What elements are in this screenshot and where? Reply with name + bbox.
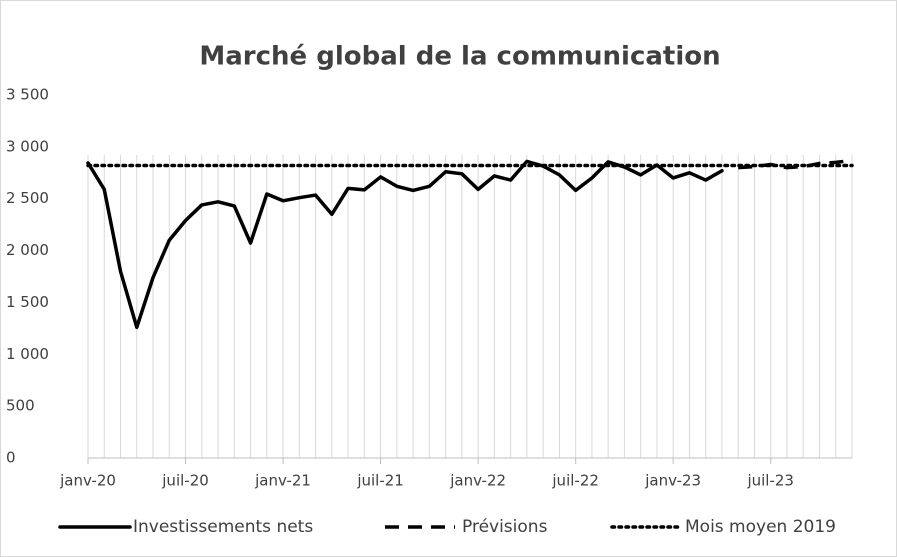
x-tick-label: juil-21: [356, 472, 404, 490]
y-tick-label: 500: [6, 397, 35, 415]
x-tick-label: janv-23: [644, 472, 701, 490]
x-tick-label: janv-20: [59, 472, 116, 490]
legend-label: Prévisions: [462, 517, 548, 537]
x-tick-label: janv-21: [254, 472, 311, 490]
y-tick-label: 3 500: [6, 86, 49, 104]
x-tick-label: juil-20: [161, 472, 209, 490]
y-tick-label: 2 000: [6, 241, 49, 259]
y-tick-label: 1 000: [6, 345, 49, 363]
legend-label: Investissements nets: [133, 517, 313, 537]
y-tick-label: 3 000: [6, 137, 49, 155]
x-tick-label: juil-23: [746, 472, 794, 490]
legend-label: Mois moyen 2019: [685, 517, 836, 537]
x-tick-label: juil-22: [551, 472, 599, 490]
chart-title: Marché global de la communication: [199, 42, 720, 72]
x-tick-label: janv-22: [449, 472, 506, 490]
y-tick-label: 1 500: [6, 293, 49, 311]
y-tick-label: 0: [6, 449, 16, 467]
y-tick-label: 2 500: [6, 189, 49, 207]
